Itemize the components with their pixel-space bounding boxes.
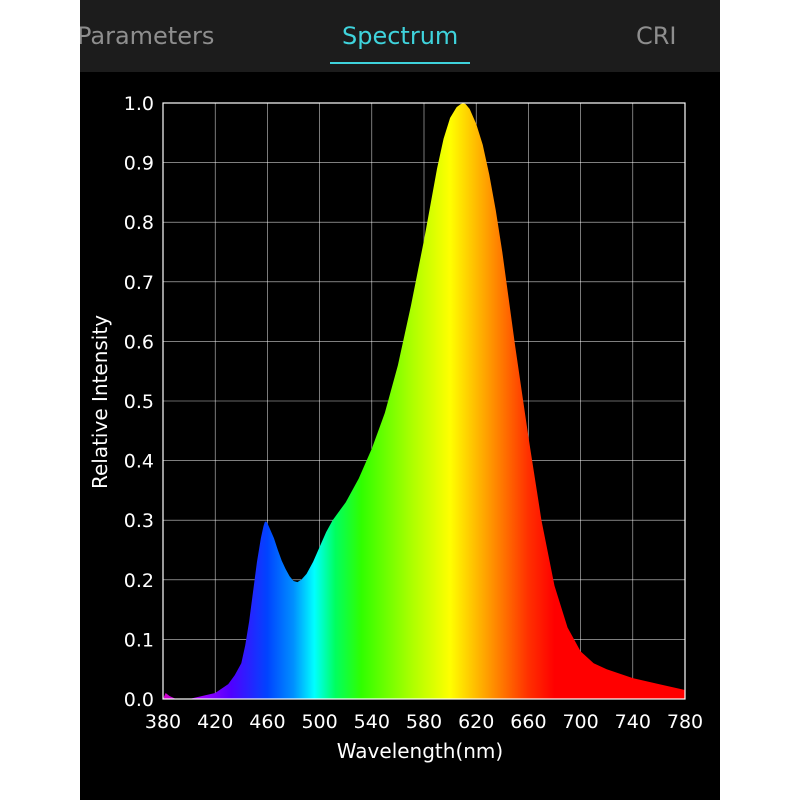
- y-tick-label: 0.3: [124, 510, 154, 532]
- x-tick-label: 660: [510, 711, 546, 733]
- spectrum-chart: 0.0 0.1 0.2 0.3 0.4 0.5 0.6 0.7 0.8 0.9 1.0 380 420…: [88, 93, 703, 763]
- x-tick-label: 420: [197, 711, 233, 733]
- y-tick-label: 0.1: [124, 629, 154, 651]
- y-tick-label: 0.4: [124, 451, 154, 473]
- tab-spectrum[interactable]: Spectrum: [342, 22, 459, 50]
- active-tab-indicator: [330, 62, 470, 64]
- x-tick-label: 620: [458, 711, 494, 733]
- y-tick-label: 0.5: [124, 391, 154, 413]
- y-tick-label: 1.0: [124, 93, 154, 115]
- tab-parameters[interactable]: Parameters: [80, 22, 215, 50]
- spectrum-area: [163, 103, 685, 699]
- x-axis-ticks: 380 420 460 500 540 580 620 660 700 740 780: [145, 711, 703, 733]
- y-tick-label: 0.6: [124, 331, 154, 353]
- x-tick-label: 380: [145, 711, 181, 733]
- y-tick-label: 0.0: [124, 689, 154, 711]
- tab-cri[interactable]: CRI: [636, 22, 677, 50]
- y-tick-label: 0.7: [124, 272, 154, 294]
- x-tick-label: 700: [562, 711, 598, 733]
- x-tick-label: 460: [249, 711, 285, 733]
- y-tick-label: 0.8: [124, 212, 154, 234]
- app-window: Parameters Spectrum CRI: [80, 0, 720, 800]
- x-tick-label: 580: [406, 711, 442, 733]
- x-tick-label: 780: [667, 711, 703, 733]
- x-tick-label: 500: [301, 711, 337, 733]
- x-axis-label: Wavelength(nm): [337, 739, 503, 763]
- tab-bar: Parameters Spectrum CRI: [80, 0, 720, 72]
- x-tick-label: 740: [615, 711, 651, 733]
- plot-frame: [162, 102, 686, 700]
- y-tick-label: 0.2: [124, 570, 154, 592]
- y-tick-label: 0.9: [124, 153, 154, 175]
- y-axis-label: Relative Intensity: [88, 315, 112, 489]
- y-axis-ticks: 0.0 0.1 0.2 0.3 0.4 0.5 0.6 0.7 0.8 0.9 1.0: [124, 93, 154, 711]
- x-tick-label: 540: [354, 711, 390, 733]
